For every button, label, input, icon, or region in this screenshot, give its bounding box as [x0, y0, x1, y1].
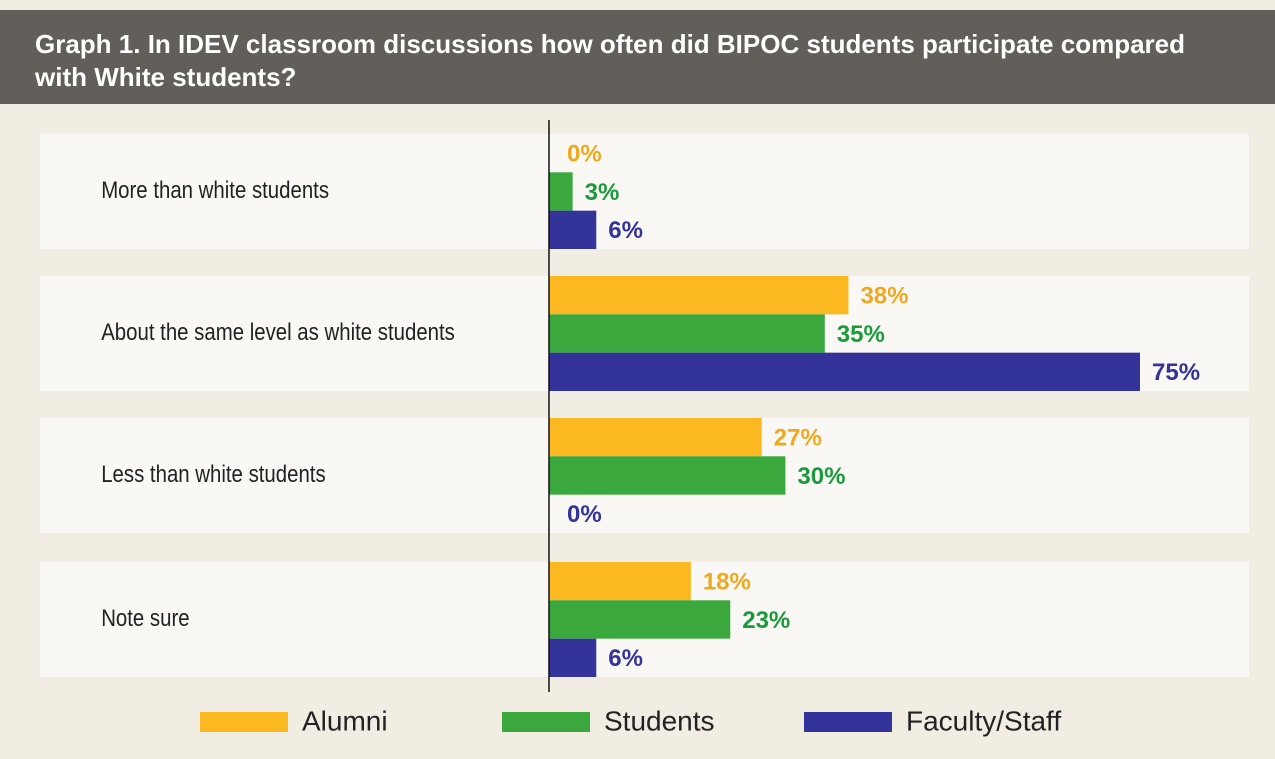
category-label: Note sure — [101, 604, 189, 631]
bar — [549, 638, 597, 677]
value-label: 75% — [1152, 359, 1200, 386]
row-panel — [40, 134, 1249, 249]
value-label: 6% — [608, 645, 643, 672]
legend-label: Students — [604, 705, 715, 736]
value-label: 18% — [703, 569, 751, 596]
bar — [549, 210, 597, 249]
legend-label: Faculty/Staff — [906, 705, 1061, 736]
value-label: 0% — [567, 141, 602, 168]
value-label: 0% — [567, 501, 602, 528]
bar — [549, 456, 786, 495]
legend-swatch — [502, 712, 590, 732]
value-label: 38% — [860, 283, 908, 310]
bar — [549, 314, 825, 353]
bar — [549, 276, 849, 315]
bar — [549, 600, 731, 639]
legend-swatch — [804, 712, 892, 732]
bar — [549, 172, 573, 211]
value-label: 35% — [837, 321, 885, 348]
value-label: 3% — [585, 179, 620, 206]
bar — [549, 418, 762, 457]
value-label: 27% — [774, 425, 822, 452]
category-label: More than white students — [101, 176, 329, 203]
header: Graph 1. In IDEV classroom discussions h… — [0, 10, 1275, 104]
bar — [549, 352, 1140, 391]
value-label: 30% — [797, 463, 845, 490]
category-label: Less than white students — [101, 460, 325, 487]
chart-title: Graph 1. In IDEV classroom discussions h… — [35, 29, 1186, 92]
category-label: About the same level as white students — [101, 318, 455, 345]
legend-swatch — [200, 712, 288, 732]
value-label: 23% — [742, 607, 790, 634]
bar — [549, 562, 691, 601]
legend-label: Alumni — [302, 705, 388, 736]
value-label: 6% — [608, 217, 643, 244]
